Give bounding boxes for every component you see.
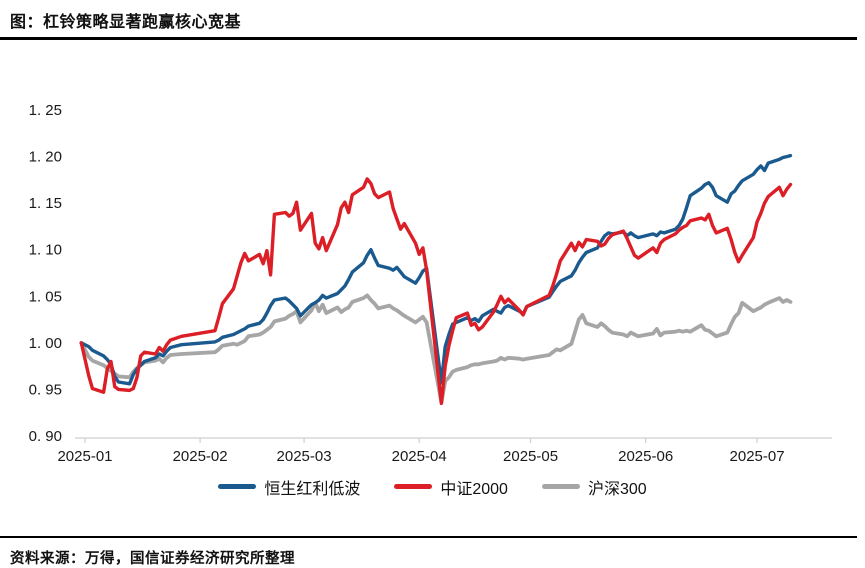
y-tick-label: 1. 00 (29, 334, 62, 351)
y-tick-label: 1. 10 (29, 241, 62, 258)
x-tick-label: 2025-01 (57, 448, 112, 465)
y-tick-label: 1. 15 (29, 195, 62, 212)
x-tick-label: 2025-07 (730, 448, 785, 465)
x-tick-label: 2025-06 (618, 448, 673, 465)
legend-swatch (218, 484, 257, 489)
y-tick-label: 1. 20 (29, 148, 62, 165)
x-tick-label: 2025-02 (173, 448, 228, 465)
y-tick-label: 0. 95 (29, 381, 62, 398)
series-line-csi-2000 (79, 176, 793, 405)
page-title: 图：杠铃策略显著跑赢核心宽基 (10, 14, 242, 31)
x-tick-label: 2025-04 (392, 448, 447, 465)
x-tick-label: 2025-03 (277, 448, 332, 465)
chart-legend: 恒生红利低波 中证2000 沪深300 (0, 476, 865, 498)
series-line-csi-300 (79, 292, 793, 404)
line-chart: 1. 25 1. 20 1. 15 1. 10 1. 05 1. 00 0. 95 0. 90… (29, 102, 832, 465)
y-tick-label: 1. 05 (29, 288, 62, 305)
y-tick-label: 1. 25 (29, 102, 62, 119)
source-text: 资料来源：万得，国信证券经济研究所整理 (10, 551, 295, 567)
top-divider (0, 37, 857, 40)
y-tick-label: 0. 90 (29, 428, 62, 445)
legend-swatch (394, 484, 433, 489)
legend-label: 中证2000 (440, 480, 508, 498)
chart-title-row: 图：杠铃策略显著跑赢核心宽基 (0, 0, 865, 37)
series-line-hang-seng-dividend-low-vol (79, 153, 793, 385)
legend-item-csi-2000: 中证2000 (394, 475, 508, 499)
x-tick-label: 2025-05 (503, 448, 558, 465)
legend-label: 沪深300 (587, 480, 647, 498)
bottom-divider (0, 535, 857, 538)
legend-item-csi-300: 沪深300 (541, 475, 647, 499)
source-row: 资料来源：万得，国信证券经济研究所整理 (0, 538, 865, 568)
legend-swatch (541, 484, 580, 489)
legend-label: 恒生红利低波 (264, 480, 361, 498)
chart-area: 1. 25 1. 20 1. 15 1. 10 1. 05 1. 00 0. 95 0. 90… (0, 48, 865, 498)
legend-item-hang-seng-dividend-low-vol: 恒生红利低波 (218, 475, 360, 499)
